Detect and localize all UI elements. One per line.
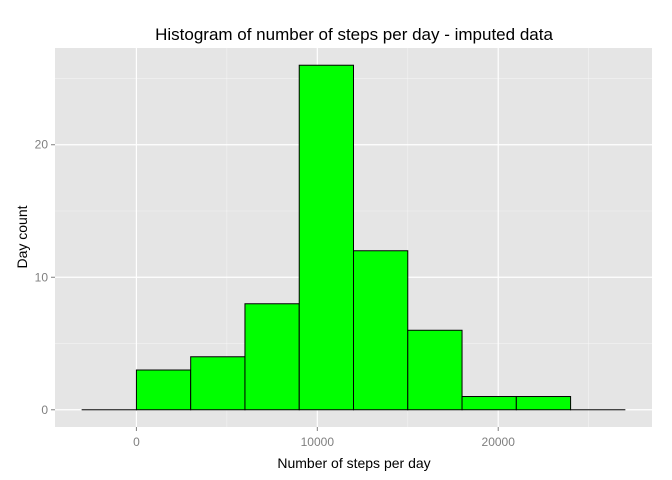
histogram-bar	[298, 64, 354, 411]
histogram-bar	[407, 329, 463, 411]
x-axis-title: Number of steps per day	[277, 455, 430, 471]
histogram-bar	[515, 396, 572, 411]
x-tick-label: 10000	[301, 435, 335, 449]
x-tick-label: 0	[133, 435, 140, 449]
histogram-bar	[353, 250, 409, 411]
histogram-bar	[461, 396, 517, 411]
histogram-bar	[190, 356, 246, 411]
y-tick-label: 20	[35, 138, 49, 152]
histogram-bar	[135, 369, 192, 411]
y-axis-ticks: 0 10 20	[35, 138, 55, 417]
y-tick-label: 0	[41, 403, 48, 417]
x-tick-label: 20000	[482, 435, 516, 449]
y-tick-label: 10	[35, 270, 49, 284]
y-axis-title: Day count	[14, 205, 30, 268]
x-axis-ticks: 0 10000 20000	[133, 427, 515, 449]
chart-title: Histogram of number of steps per day - i…	[155, 25, 553, 44]
histogram-bars	[81, 64, 626, 411]
histogram-bar	[244, 303, 300, 411]
